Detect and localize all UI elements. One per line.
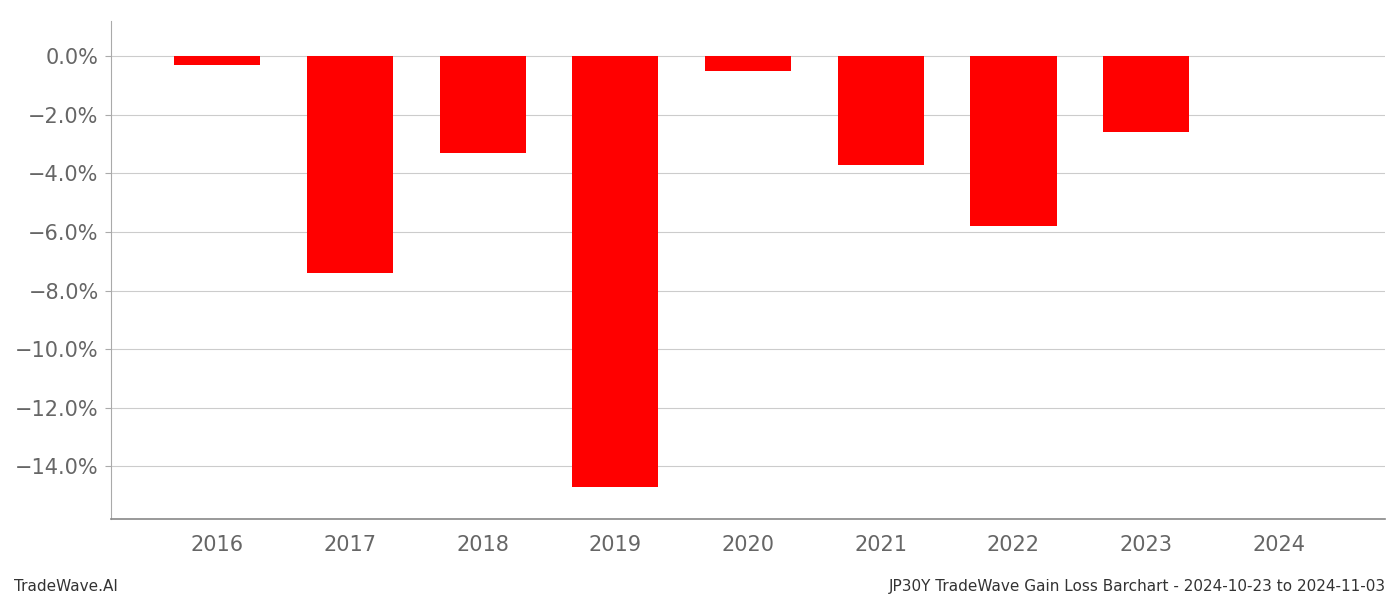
Text: TradeWave.AI: TradeWave.AI <box>14 579 118 594</box>
Bar <box>573 56 658 487</box>
Bar <box>970 56 1057 226</box>
Bar <box>307 56 393 273</box>
Bar <box>174 56 260 65</box>
Bar <box>837 56 924 164</box>
Bar <box>706 56 791 71</box>
Bar <box>440 56 526 153</box>
Bar <box>1103 56 1189 133</box>
Text: JP30Y TradeWave Gain Loss Barchart - 2024-10-23 to 2024-11-03: JP30Y TradeWave Gain Loss Barchart - 202… <box>889 579 1386 594</box>
